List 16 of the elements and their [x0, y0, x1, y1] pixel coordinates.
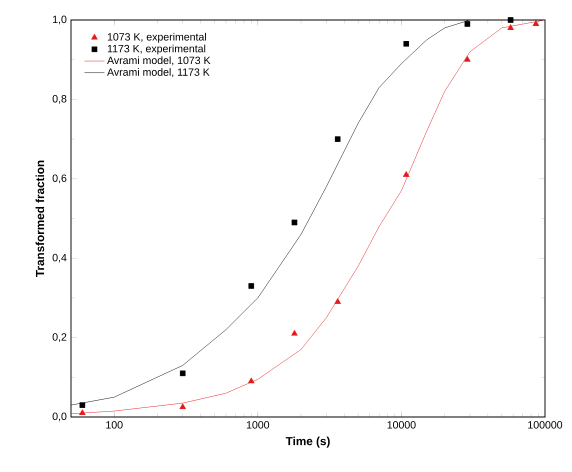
y-tick-label: 0,4	[52, 254, 67, 263]
legend-label: 1073 K, experimental	[108, 32, 206, 43]
x-tick-label: 1000	[246, 421, 270, 429]
y-tick-label: 0,2	[52, 333, 66, 342]
legend-label: Avrami model, 1073 K	[107, 56, 210, 66]
x-tick-label: 10000	[388, 421, 416, 429]
y-tick-label: 0,8	[52, 95, 66, 104]
y-tick-label: 0,6	[52, 174, 66, 184]
x-tick-label: 100	[106, 421, 123, 429]
legend-label: Avrami model, 1173 K	[107, 68, 210, 78]
x-axis-title: Time (s)	[286, 436, 330, 448]
x-tick-label: 100000	[528, 421, 562, 429]
y-tick-label: 1,0	[53, 16, 66, 24]
legend-label: 1173 K, experimental	[108, 44, 206, 54]
y-axis-title: Transformed fraction	[36, 160, 44, 277]
y-tick-label: 0,0	[52, 412, 66, 422]
